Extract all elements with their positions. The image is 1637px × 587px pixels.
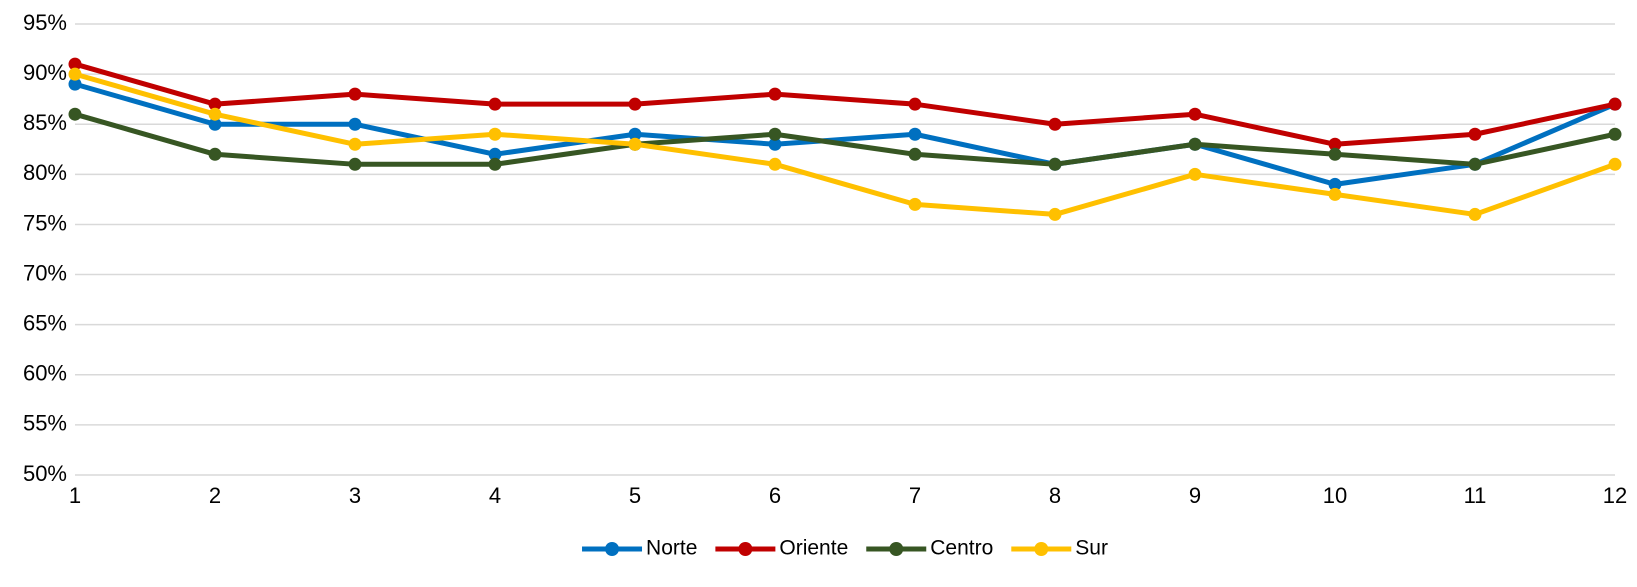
y-tick-label: 70% [23, 260, 67, 285]
legend-swatch-marker [605, 542, 620, 556]
x-tick-label: 2 [209, 483, 221, 508]
data-point [68, 77, 82, 91]
data-point [1608, 97, 1622, 111]
legend-item: Norte [582, 537, 697, 560]
data-point [768, 87, 782, 101]
series-line [74, 61, 1616, 147]
data-point [208, 147, 222, 161]
y-tick-label: 95% [23, 10, 67, 35]
data-point [348, 157, 362, 171]
data-point [1188, 137, 1202, 151]
y-tick-label: 85% [23, 110, 67, 135]
x-tick-label: 11 [1464, 483, 1487, 508]
data-point [208, 117, 222, 131]
data-point [68, 67, 82, 81]
legend-item: Centro [866, 537, 993, 560]
data-point [1468, 207, 1482, 221]
data-point [1328, 187, 1342, 201]
data-point [768, 157, 782, 171]
legend-label: Sur [1075, 537, 1108, 560]
data-point [628, 127, 642, 141]
data-point [1468, 157, 1482, 171]
data-point [1608, 157, 1622, 171]
y-tick-label: 65% [23, 310, 67, 335]
data-point [1188, 107, 1202, 121]
x-tick-label: 4 [489, 483, 501, 508]
x-tick-label: 9 [1189, 483, 1201, 508]
y-tick-label: 60% [23, 361, 67, 386]
series-line [74, 71, 1616, 217]
legend-label: Oriente [779, 537, 848, 560]
x-tick-label: 1 [69, 483, 81, 508]
legend-swatch-marker [889, 542, 904, 556]
x-tick-label: 12 [1603, 483, 1627, 508]
data-point [348, 87, 362, 101]
x-tick-label: 10 [1323, 483, 1347, 508]
series-line [74, 111, 1616, 167]
y-tick-label: 80% [23, 160, 67, 185]
data-point [768, 127, 782, 141]
legend-item: Oriente [715, 537, 848, 560]
data-point [1048, 157, 1062, 171]
data-point [1048, 207, 1062, 221]
data-point [68, 57, 82, 71]
data-point [1188, 167, 1202, 181]
data-point [348, 137, 362, 151]
data-point [908, 147, 922, 161]
data-point [488, 97, 502, 111]
legend-label: Norte [646, 537, 697, 560]
x-tick-label: 6 [769, 483, 781, 508]
data-point [628, 97, 642, 111]
legend: Norte Oriente Centro Sur [582, 537, 1108, 560]
y-tick-label: 90% [23, 60, 67, 85]
data-point [1328, 177, 1342, 191]
data-point [908, 127, 922, 141]
data-point [1608, 127, 1622, 141]
x-tick-label: 7 [909, 483, 921, 508]
data-point [488, 157, 502, 171]
data-point [1328, 137, 1342, 151]
data-point [1468, 127, 1482, 141]
data-point [908, 97, 922, 111]
legend-swatch-marker [1034, 542, 1049, 556]
x-tick-label: 5 [629, 483, 641, 508]
data-point [1328, 147, 1342, 161]
data-point [348, 117, 362, 131]
data-point [628, 137, 642, 151]
data-point [488, 147, 502, 161]
y-tick-label: 50% [23, 461, 67, 486]
series-line [74, 81, 1616, 187]
legend-label: Centro [930, 537, 993, 560]
x-tick-label: 8 [1049, 483, 1061, 508]
legend-item: Sur [1011, 537, 1108, 560]
y-tick-label: 75% [23, 210, 67, 235]
data-point [488, 127, 502, 141]
legend-swatch-marker [738, 542, 753, 556]
x-tick-label: 3 [349, 483, 361, 508]
data-point [208, 97, 222, 111]
y-tick-label: 55% [23, 411, 67, 436]
data-point [908, 197, 922, 211]
data-point [208, 107, 222, 121]
data-point [1048, 117, 1062, 131]
data-point [768, 137, 782, 151]
data-point [68, 107, 82, 121]
